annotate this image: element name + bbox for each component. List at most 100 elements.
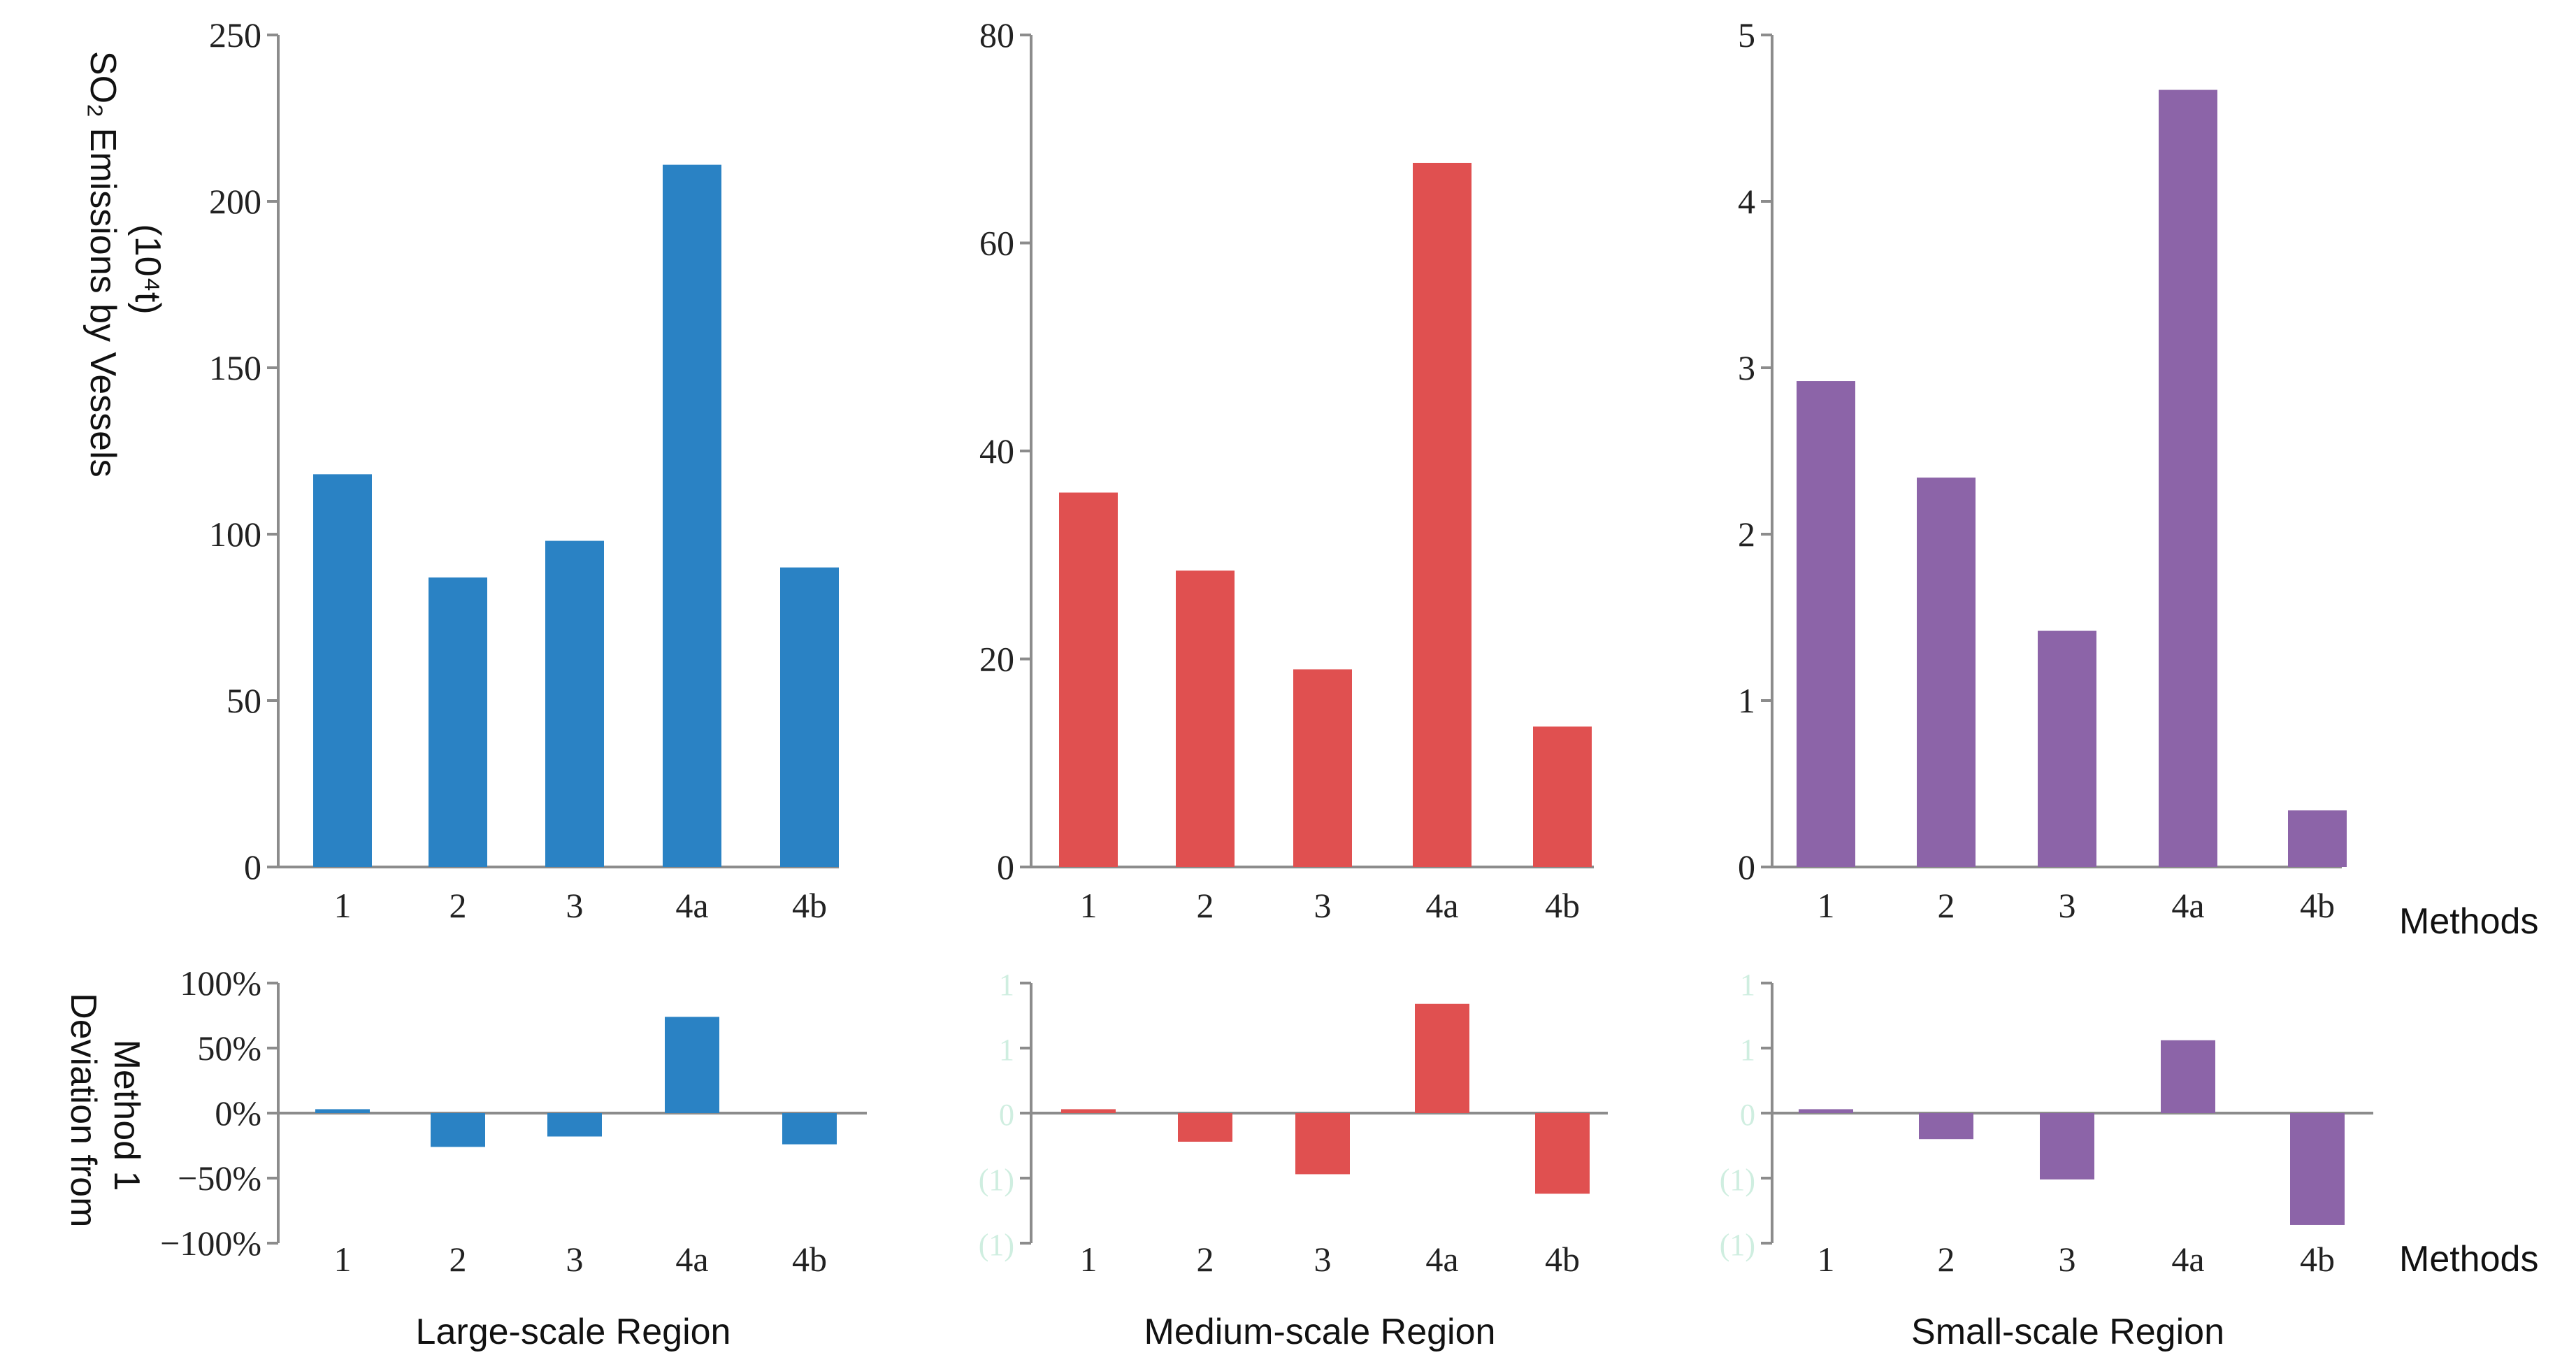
top-y-axis-label-line1: SO₂ Emissions by Vessels (82, 51, 123, 478)
small-deviation-x-tick-label: 1 (1818, 1240, 1835, 1279)
large-emissions-bar-4b (780, 567, 839, 867)
medium-emissions-y-tick-label: 40 (979, 431, 1014, 471)
small-deviation-y-tick-label: 0 (1740, 1098, 1755, 1132)
medium-deviation-x-tick-label: 4a (1425, 1240, 1458, 1279)
small-emissions-y-tick-label: 3 (1738, 348, 1755, 387)
large-deviation-x-tick-label: 3 (566, 1240, 584, 1279)
medium-deviation-bar-4b (1535, 1113, 1590, 1194)
small-deviation-y-tick-label: 1 (1740, 1033, 1755, 1067)
small-emissions-x-tick-label: 4a (2171, 886, 2204, 925)
small-emissions-x-tick-label: 4b (2300, 886, 2335, 925)
small-emissions-bar-2 (1917, 478, 1976, 867)
medium-deviation-y-tick-label: 1 (999, 1033, 1014, 1067)
medium-deviation-x-tick-label: 4b (1545, 1240, 1580, 1279)
bottom-y-axis-label-line1: Deviation from (63, 993, 103, 1227)
small-emissions-x-tick-label: 3 (2059, 886, 2076, 925)
large-deviation-y-tick-label: 50% (197, 1028, 261, 1068)
medium-deviation-x-tick-label: 2 (1197, 1240, 1214, 1279)
large-emissions-x-tick-label: 1 (334, 886, 352, 925)
panel-title-medium: Medium-scale Region (1144, 1312, 1496, 1352)
medium-emissions-bar-4a (1413, 162, 1472, 867)
small-deviation-bar-4b (2290, 1113, 2345, 1225)
large-emissions-y-tick-label: 100 (209, 515, 261, 554)
medium-emissions-x-tick-label: 4b (1545, 886, 1580, 925)
large-emissions-y-tick-label: 200 (209, 182, 261, 221)
large-emissions-x-tick-label: 4b (792, 886, 827, 925)
methods-label-bottom: Methods (2399, 1239, 2538, 1280)
top-y-axis-label: SO₂ Emissions by Vessels (10⁴t) (82, 51, 168, 487)
small-emissions-y-tick-label: 2 (1738, 515, 1755, 554)
large-emissions-y-tick-label: 0 (244, 847, 261, 887)
large-emissions-x-tick-label: 3 (566, 886, 584, 925)
small-deviation-x-tick-label: 4a (2171, 1240, 2204, 1279)
medium-emissions-bar-3 (1293, 669, 1352, 867)
small-emissions-bar-4b (2288, 810, 2347, 867)
large-deviation-y-tick-label: 0% (215, 1094, 261, 1133)
large-emissions-y-tick-label: 250 (209, 15, 261, 55)
large-emissions-bar-3 (545, 540, 604, 867)
small-emissions-y-tick-label: 0 (1738, 847, 1755, 887)
medium-emissions-x-tick-label: 3 (1314, 886, 1332, 925)
medium-deviation-y-tick-label: 0 (999, 1098, 1014, 1132)
medium-deviation-bar-4a (1415, 1003, 1469, 1113)
small-emissions-bar-4a (2159, 89, 2217, 867)
methods-label-top: Methods (2399, 901, 2538, 942)
large-deviation-x-tick-label: 2 (449, 1240, 467, 1279)
medium-emissions-y-tick-label: 60 (979, 224, 1014, 263)
medium-deviation-y-tick-label: (1) (979, 1163, 1014, 1197)
large-deviation-bar-4b (782, 1113, 837, 1145)
large-emissions-bar-2 (429, 577, 487, 867)
medium-deviation-y-tick-label: (1) (979, 1228, 1014, 1262)
top-y-axis-label-line2: (10⁴t) (127, 224, 168, 314)
medium-emissions-x-tick-label: 2 (1197, 886, 1214, 925)
small-deviation-bar-4a (2161, 1040, 2215, 1113)
medium-deviation-bar-1 (1061, 1109, 1116, 1113)
small-deviation-bar-1 (1799, 1109, 1853, 1113)
large-deviation-y-tick-label: −50% (178, 1159, 261, 1198)
panel-title-large: Large-scale Region (416, 1312, 731, 1352)
large-emissions-y-tick-label: 50 (226, 681, 261, 720)
large-emissions-y-tick-label: 150 (209, 348, 261, 387)
medium-deviation-y-tick-label: 1 (999, 968, 1014, 1002)
large-emissions-bar-4a (663, 164, 721, 867)
large-deviation-bar-3 (547, 1113, 602, 1137)
small-emissions-bar-3 (2038, 631, 2096, 867)
small-deviation-y-tick-label: 1 (1740, 968, 1755, 1002)
large-emissions-bar-1 (313, 474, 372, 867)
small-emissions-y-tick-label: 4 (1738, 182, 1755, 221)
small-deviation-x-tick-label: 3 (2059, 1240, 2076, 1279)
bottom-y-axis-label-line2: Method 1 (106, 1040, 147, 1191)
medium-emissions-bar-2 (1176, 571, 1235, 867)
small-emissions-y-tick-label: 1 (1738, 681, 1755, 720)
small-deviation-bar-3 (2040, 1113, 2094, 1180)
medium-deviation-x-tick-label: 3 (1314, 1240, 1332, 1279)
medium-emissions-x-tick-label: 4a (1425, 886, 1458, 925)
large-deviation-bar-1 (315, 1109, 370, 1113)
small-emissions-x-tick-label: 1 (1818, 886, 1835, 925)
medium-deviation-x-tick-label: 1 (1080, 1240, 1098, 1279)
medium-emissions-y-tick-label: 20 (979, 640, 1014, 679)
medium-emissions-bar-4b (1533, 726, 1592, 867)
medium-emissions-y-tick-label: 0 (997, 847, 1014, 887)
large-deviation-bar-2 (431, 1113, 485, 1147)
large-emissions-x-tick-label: 4a (675, 886, 708, 925)
medium-emissions-y-tick-label: 80 (979, 15, 1014, 55)
small-deviation-y-tick-label: (1) (1720, 1228, 1755, 1262)
medium-emissions-x-tick-label: 1 (1080, 886, 1098, 925)
small-deviation-x-tick-label: 4b (2300, 1240, 2335, 1279)
large-deviation-y-tick-label: −100% (160, 1224, 261, 1263)
large-deviation-x-tick-label: 4a (675, 1240, 708, 1279)
medium-emissions-bar-1 (1059, 492, 1118, 867)
small-emissions-bar-1 (1797, 381, 1855, 867)
medium-deviation-bar-3 (1295, 1113, 1350, 1175)
large-emissions-x-tick-label: 2 (449, 886, 467, 925)
large-deviation-x-tick-label: 4b (792, 1240, 827, 1279)
large-deviation-bar-4a (665, 1017, 719, 1113)
small-emissions-x-tick-label: 2 (1938, 886, 1955, 925)
panel-title-small: Small-scale Region (1911, 1312, 2224, 1352)
medium-deviation-bar-2 (1178, 1113, 1232, 1142)
large-deviation-x-tick-label: 1 (334, 1240, 352, 1279)
small-emissions-y-tick-label: 5 (1738, 15, 1755, 55)
